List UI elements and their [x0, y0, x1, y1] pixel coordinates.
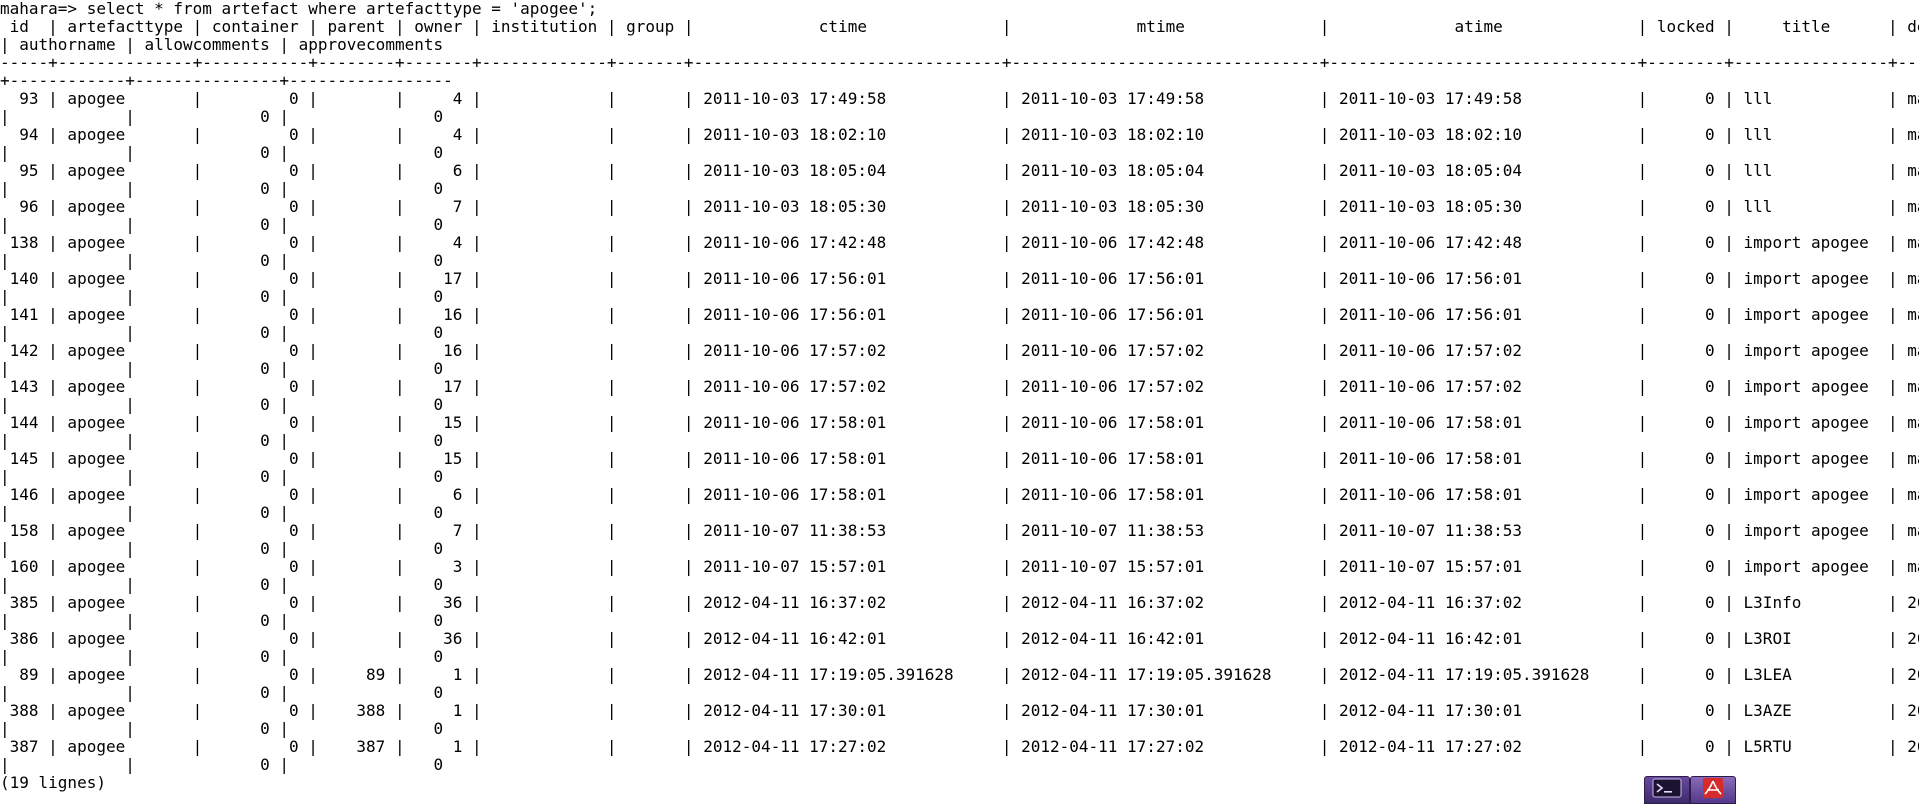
table-row: | | 0 | 0	[0, 575, 444, 594]
table-row: | | 0 | 0	[0, 395, 444, 414]
table-row: | | 0 | 0	[0, 647, 444, 666]
table-row: 143 | apogee | 0 | | 17 | | | 2011-10-06…	[9, 377, 1919, 396]
table-row: 146 | apogee | 0 | | 6 | | | 2011-10-06 …	[9, 485, 1919, 504]
table-row: | | 0 | 0	[0, 179, 444, 198]
table-row: 144 | apogee | 0 | | 15 | | | 2011-10-06…	[9, 413, 1919, 432]
terminal-launcher-button[interactable]	[1644, 776, 1690, 804]
table-row: | | 0 | 0	[0, 719, 444, 738]
table-row: | | 0 | 0	[0, 467, 444, 486]
table-row: | | 0 | 0	[0, 755, 444, 774]
table-row: 386 | apogee | 0 | | 36 | | | 2012-04-11…	[9, 629, 1919, 648]
table-row: | | 0 | 0	[0, 251, 444, 270]
table-header: id | artefacttype | container | parent |…	[9, 17, 1919, 36]
table-row: 385 | apogee | 0 | | 36 | | | 2012-04-11…	[9, 593, 1919, 612]
table-row: | | 0 | 0	[0, 503, 444, 522]
table-row: 160 | apogee | 0 | | 3 | | | 2011-10-07 …	[9, 557, 1919, 576]
table-row: | | 0 | 0	[0, 107, 444, 126]
pdf-reader-icon	[1698, 777, 1728, 804]
psql-command-line: mahara=> select * from artefact where ar…	[0, 0, 598, 18]
table-row: | | 0 | 0	[0, 539, 444, 558]
table-row: 89 | apogee | 0 | 89 | 1 | | | 2012-04-1…	[19, 665, 1919, 684]
table-row: 95 | apogee | 0 | | 6 | | | 2011-10-03 1…	[19, 161, 1919, 180]
table-row: | | 0 | 0	[0, 683, 444, 702]
result-count: (19 lignes)	[0, 773, 106, 792]
table-separator: +------------+---------------+----------…	[0, 71, 453, 90]
table-row: | | 0 | 0	[0, 431, 444, 450]
table-row: | | 0 | 0	[0, 215, 444, 234]
table-row: | | 0 | 0	[0, 323, 444, 342]
table-row: 387 | apogee | 0 | 387 | 1 | | | 2012-04…	[9, 737, 1919, 756]
taskbar-launchers	[1644, 776, 1736, 804]
table-row: 93 | apogee | 0 | | 4 | | | 2011-10-03 1…	[19, 89, 1919, 108]
table-row: 388 | apogee | 0 | 388 | 1 | | | 2012-04…	[9, 701, 1919, 720]
table-row: | | 0 | 0	[0, 287, 444, 306]
table-row: | | 0 | 0	[0, 611, 444, 630]
table-row: 142 | apogee | 0 | | 16 | | | 2011-10-06…	[9, 341, 1919, 360]
table-row: 158 | apogee | 0 | | 7 | | | 2011-10-07 …	[9, 521, 1919, 540]
table-row: | | 0 | 0	[0, 359, 444, 378]
pdf-reader-launcher-button[interactable]	[1690, 776, 1736, 804]
table-row: 141 | apogee | 0 | | 16 | | | 2011-10-06…	[9, 305, 1919, 324]
terminal-icon	[1652, 778, 1682, 803]
table-row: 140 | apogee | 0 | | 17 | | | 2011-10-06…	[9, 269, 1919, 288]
table-row: 138 | apogee | 0 | | 4 | | | 2011-10-06 …	[9, 233, 1919, 252]
table-row: 96 | apogee | 0 | | 7 | | | 2011-10-03 1…	[19, 197, 1919, 216]
table-row: 145 | apogee | 0 | | 15 | | | 2011-10-06…	[9, 449, 1919, 468]
table-separator: -----+--------------+-----------+-------…	[0, 53, 1919, 72]
table-row: 94 | apogee | 0 | | 4 | | | 2011-10-03 1…	[19, 125, 1919, 144]
table-header: | authorname | allowcomments | approveco…	[0, 35, 444, 54]
table-row: | | 0 | 0	[0, 143, 444, 162]
